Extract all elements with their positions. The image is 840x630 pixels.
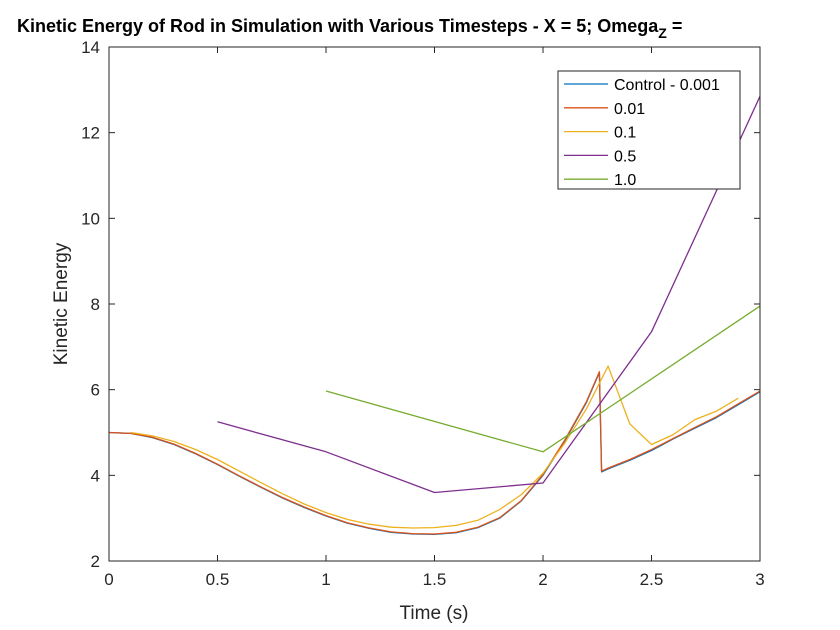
legend-label-3: 0.5: [614, 148, 636, 165]
x-tick-label: 1.5: [423, 570, 447, 589]
y-tick-label: 12: [81, 124, 100, 143]
x-tick-label: 2.5: [640, 570, 664, 589]
y-tick-label: 4: [91, 466, 100, 485]
y-tick-label: 2: [91, 552, 100, 571]
x-tick-label: 0: [104, 570, 113, 589]
legend-label-2: 0.1: [614, 125, 636, 142]
y-tick-label: 10: [81, 209, 100, 228]
x-tick-label: 1: [321, 570, 330, 589]
x-tick-label: 3: [755, 570, 764, 589]
y-axis-label: Kinetic Energy: [51, 242, 72, 365]
axes: 0 0.5 1 1.5 2 2.5 3 2 4 6 8 10 12 14: [81, 38, 765, 589]
x-tick-label: 2: [538, 570, 547, 589]
series-line-2: [130, 365, 739, 529]
series-line-1: [109, 371, 760, 535]
series-line-4: [325, 305, 760, 453]
series-line-0: [109, 371, 760, 536]
legend-label-1: 0.01: [614, 101, 645, 118]
chart-title-tail: =: [667, 16, 683, 36]
legend-label-4: 1.0: [614, 172, 636, 189]
x-axis-label: Time (s): [400, 603, 469, 624]
legend: Control - 0.001 0.01 0.1 0.5 1.0: [557, 70, 741, 190]
series-line-3: [217, 96, 760, 494]
legend-label-0: Control - 0.001: [614, 77, 720, 94]
y-tick-label: 6: [91, 381, 100, 400]
x-tick-label: 0.5: [206, 570, 230, 589]
series-layer: [109, 96, 760, 536]
y-tick-label: 8: [91, 295, 100, 314]
chart-title: Kinetic Energy of Rod in Simulation with…: [17, 16, 682, 41]
legend-box: [557, 70, 741, 190]
y-tick-label: 14: [81, 38, 100, 57]
chart-title-subscript: Z: [658, 25, 667, 41]
